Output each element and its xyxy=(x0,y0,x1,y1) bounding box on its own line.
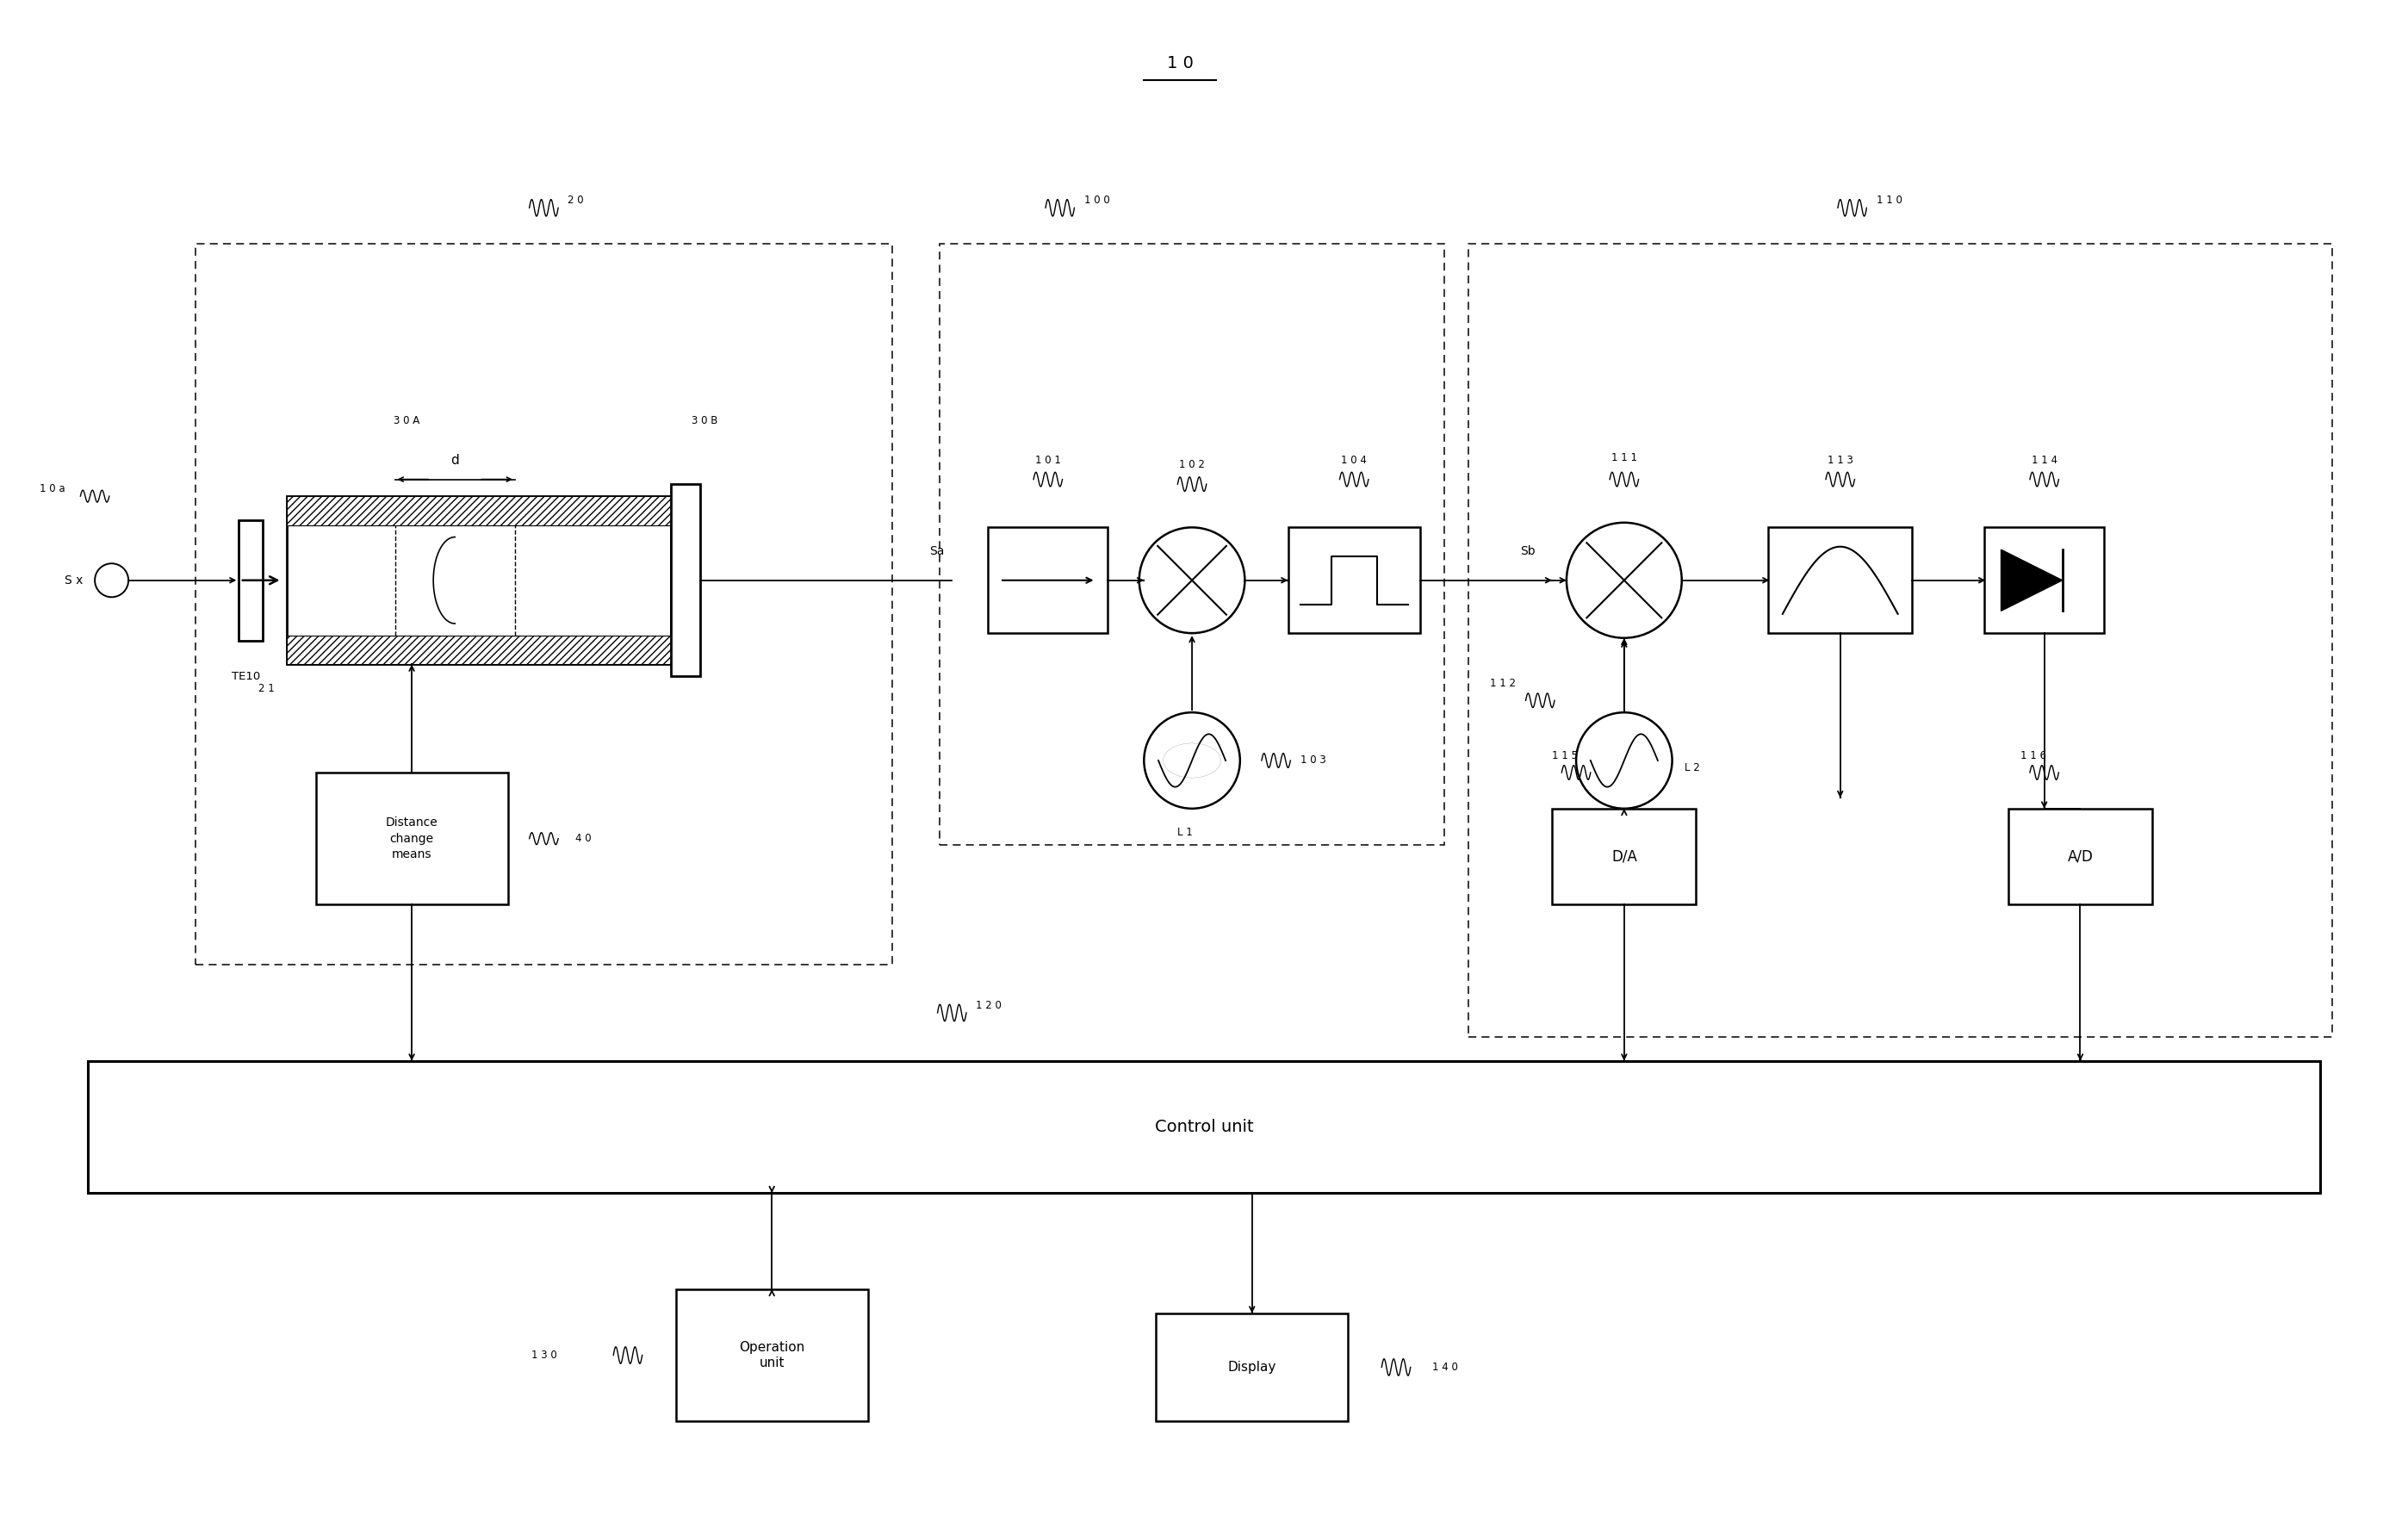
Text: 1 0 0: 1 0 0 xyxy=(1084,195,1110,207)
Text: 4 0: 4 0 xyxy=(576,834,590,844)
Text: 1 1 0: 1 1 0 xyxy=(1876,195,1902,207)
Text: Display: Display xyxy=(1228,1361,1276,1373)
Text: 1 2 0: 1 2 0 xyxy=(975,999,1002,1011)
Text: 3 0 B: 3 0 B xyxy=(691,415,718,427)
Text: D/A: D/A xyxy=(1611,849,1637,864)
Text: Distance
change
means: Distance change means xyxy=(385,817,438,861)
Text: Operation
unit: Operation unit xyxy=(739,1340,804,1370)
Text: TE10: TE10 xyxy=(231,671,260,681)
Bar xyxy=(315,773,508,905)
Bar xyxy=(238,520,262,640)
Bar xyxy=(1469,243,2333,1037)
Text: S x: S x xyxy=(65,575,82,586)
Bar xyxy=(1156,1313,1348,1421)
Text: 1 3 0: 1 3 0 xyxy=(532,1349,556,1361)
Text: 1 0 1: 1 0 1 xyxy=(1035,455,1062,465)
Text: 1 0 4: 1 0 4 xyxy=(1341,455,1368,465)
Text: 2 0: 2 0 xyxy=(568,195,583,207)
Bar xyxy=(987,528,1108,633)
Text: Sb: Sb xyxy=(1519,546,1536,558)
Text: 1 0 a: 1 0 a xyxy=(39,484,65,494)
Text: 1 0 3: 1 0 3 xyxy=(1300,754,1327,767)
Bar xyxy=(195,243,891,964)
Bar xyxy=(287,496,672,665)
Text: 1 1 4: 1 1 4 xyxy=(2032,455,2056,465)
Bar xyxy=(287,496,672,525)
Text: L 2: L 2 xyxy=(1683,762,1700,773)
Bar xyxy=(1984,528,2105,633)
Text: 1 0 2: 1 0 2 xyxy=(1180,459,1204,470)
Text: Sa: Sa xyxy=(929,546,944,558)
Text: L 1: L 1 xyxy=(1178,827,1192,838)
Text: 2 1: 2 1 xyxy=(258,683,275,694)
Text: A/D: A/D xyxy=(2068,849,2093,864)
Bar xyxy=(939,243,1445,844)
Polygon shape xyxy=(2001,549,2061,611)
Text: 1 0: 1 0 xyxy=(1168,55,1194,71)
Text: 1 1 1: 1 1 1 xyxy=(1611,452,1637,464)
Text: Control unit: Control unit xyxy=(1156,1119,1252,1135)
Bar xyxy=(672,484,701,677)
Text: 1 1 5: 1 1 5 xyxy=(1553,750,1577,762)
Bar xyxy=(677,1290,867,1421)
Text: d: d xyxy=(450,453,460,467)
Bar xyxy=(87,1060,2321,1192)
Text: 1 1 2: 1 1 2 xyxy=(1491,678,1517,689)
Bar xyxy=(287,636,672,665)
Text: 3 0 A: 3 0 A xyxy=(395,415,419,427)
Text: 1 1 3: 1 1 3 xyxy=(1828,455,1854,465)
Bar xyxy=(1553,809,1695,905)
Text: 1 4 0: 1 4 0 xyxy=(1433,1361,1457,1373)
Bar xyxy=(2008,809,2153,905)
Text: 1 1 6: 1 1 6 xyxy=(2020,750,2047,762)
Bar xyxy=(287,496,672,525)
Bar xyxy=(1288,528,1421,633)
Bar xyxy=(1767,528,1912,633)
